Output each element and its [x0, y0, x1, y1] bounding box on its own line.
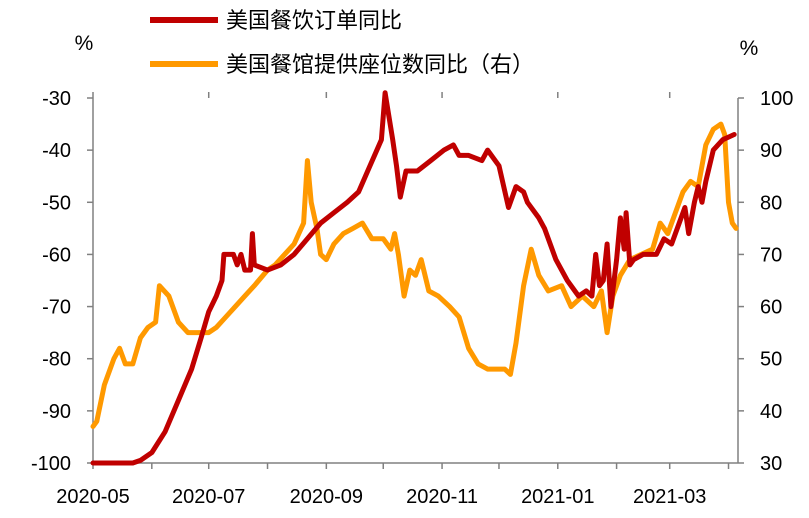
right-tick-label: 80: [760, 192, 782, 214]
left-tick-label: -80: [42, 349, 71, 371]
left-tick-label: -70: [42, 297, 71, 319]
right-tick-label: 100: [760, 88, 793, 110]
legend: 美国餐饮订单同比 美国餐馆提供座位数同比（右）: [150, 9, 534, 78]
x-tick-label: 2021-03: [633, 486, 706, 508]
left-tick-label: -60: [42, 244, 71, 266]
left-tick-label: -30: [42, 88, 71, 110]
left-tick-label: -40: [42, 140, 71, 162]
x-tick-label: 2020-07: [172, 486, 245, 508]
left-tick-label: -90: [42, 401, 71, 423]
right-tick-label: 60: [760, 297, 782, 319]
x-tick-label: 2020-05: [56, 486, 129, 508]
series-line-orders: [90, 90, 737, 466]
right-axis-unit: %: [740, 37, 759, 60]
axes: -100 -90 -80 -70 -60 -50 -40 -30 30 40 50 60 70 80 90 1…: [31, 88, 793, 508]
left-tick-label: -100: [31, 453, 71, 475]
x-tick-label: 2020-09: [290, 486, 363, 508]
right-tick-label: 30: [760, 453, 782, 475]
x-tick-label: 2021-01: [521, 486, 594, 508]
legend-label-orders: 美国餐饮订单同比: [226, 9, 402, 34]
left-tick-label: -50: [42, 192, 71, 214]
series-lines: [90, 90, 739, 466]
x-tick-label: 2020-11: [406, 486, 478, 508]
legend-label-seats: 美国餐馆提供座位数同比（右）: [226, 53, 534, 78]
right-tick-label: 50: [760, 349, 782, 371]
right-tick-label: 90: [760, 140, 782, 162]
right-tick-label: 70: [760, 244, 782, 266]
left-axis-unit: %: [75, 32, 94, 55]
right-tick-label: 40: [760, 401, 782, 423]
